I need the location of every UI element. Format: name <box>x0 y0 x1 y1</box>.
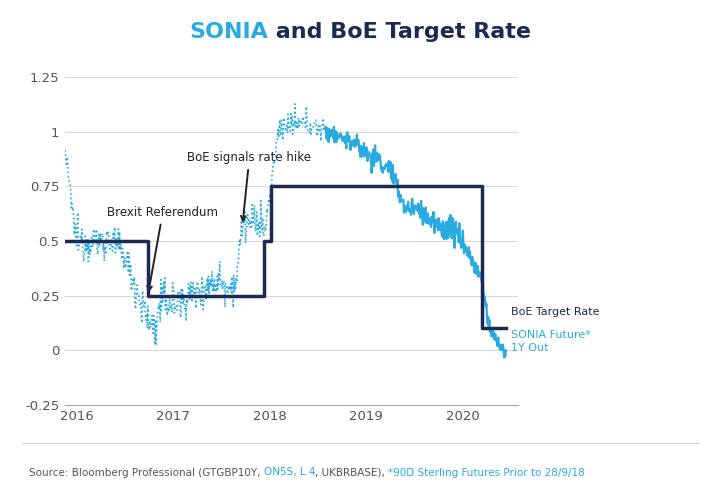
Text: *90D Sterling Futures Prior to 28/9/18: *90D Sterling Futures Prior to 28/9/18 <box>388 468 585 477</box>
Text: , UKBRBASE),: , UKBRBASE), <box>315 468 388 477</box>
Text: and BoE Target Rate: and BoE Target Rate <box>268 22 531 42</box>
Text: ON5S, L 4: ON5S, L 4 <box>264 468 315 477</box>
Text: BoE signals rate hike: BoE signals rate hike <box>187 152 311 220</box>
Text: SONIA: SONIA <box>189 22 268 42</box>
Text: Source: Bloomberg Professional (GTGBP10Y,: Source: Bloomberg Professional (GTGBP10Y… <box>29 468 264 477</box>
Text: Brexit Referendum: Brexit Referendum <box>107 206 218 291</box>
Text: SONIA Future*
1Y Out: SONIA Future* 1Y Out <box>510 330 590 353</box>
Text: BoE Target Rate: BoE Target Rate <box>510 307 599 317</box>
